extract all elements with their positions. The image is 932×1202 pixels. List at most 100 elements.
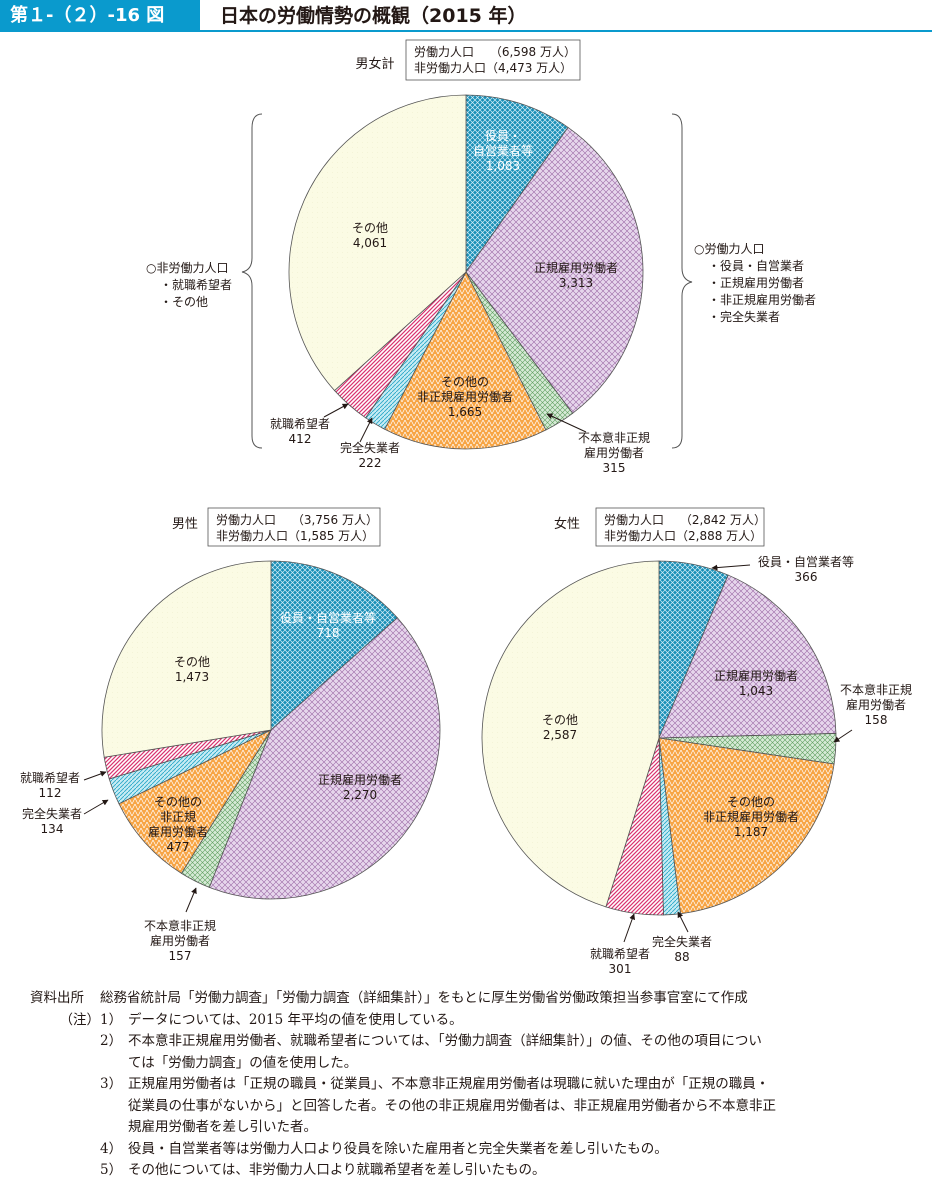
pie-charts: 男女計 労働力人口 （6,598 万人） 非労働力人口（4,473 万人） 役員・自営… xyxy=(20,39,912,976)
slice-value-label: 1,083 xyxy=(486,159,520,173)
label-arrow xyxy=(677,911,689,933)
chart-group-title: 男女計 xyxy=(355,56,394,72)
brace-right-heading: ○労働力人口 xyxy=(694,242,764,256)
note-label xyxy=(30,1053,100,1075)
slice-value-label: 112 xyxy=(39,786,62,800)
note-number xyxy=(100,1096,128,1118)
slice-value-label: 4,061 xyxy=(353,236,387,250)
note-number xyxy=(100,1053,128,1075)
label-arrow xyxy=(83,771,107,781)
note-line: 従業員の仕事がないから」と回答した者。その他の非正規雇用労働者は、非正規雇用労働… xyxy=(30,1096,910,1118)
annotations: ○非労働力人口・就職希望者・その他 ○労働力人口・役員・自営業者・正規雇用労働者・… xyxy=(146,113,816,449)
note-text: 規雇用労働者を差し引いた者。 xyxy=(128,1119,317,1135)
slice-name-label: 不本意非正規 xyxy=(578,430,650,445)
brace-left-heading: ○非労働力人口 xyxy=(146,261,228,275)
slice-value-label: 3,313 xyxy=(559,276,593,290)
figure-number: 第１-（２）-16 図 xyxy=(0,0,200,32)
note-line: 2） 不本意非正規雇用労働者、就職希望者については、「労働力調査（詳細集計）」の値… xyxy=(30,1031,910,1053)
label-arrow xyxy=(711,564,751,571)
left-brace xyxy=(241,113,263,449)
slice-name-label: 不本意非正規 xyxy=(144,918,216,933)
slice-name-label: 雇用労働者 xyxy=(148,824,208,839)
header-rule xyxy=(200,30,932,32)
slice-name-label: 非正規 xyxy=(160,809,196,824)
note-line: 規雇用労働者を差し引いた者。 xyxy=(30,1117,910,1139)
note-label xyxy=(30,1160,100,1182)
slice-name-label: その他 xyxy=(542,713,578,727)
pie-slice xyxy=(270,560,398,731)
note-label xyxy=(30,1031,100,1053)
brace-right-item: ・正規雇用労働者 xyxy=(708,275,804,290)
chart-group-title: 男性 xyxy=(172,517,198,532)
slice-name-label: 不本意非正規 xyxy=(840,682,912,697)
slice-value-label: 158 xyxy=(865,713,888,727)
slice-name-label: 正規雇用労働者 xyxy=(714,668,798,683)
pie-slice xyxy=(658,574,837,739)
brace-right-item: ・役員・自営業者 xyxy=(708,258,804,273)
slice-value-label: 134 xyxy=(41,822,64,836)
slice-name-label: その他の xyxy=(727,795,775,809)
pie-male: 男性 労働力人口 （3,756 万人） 非労働力人口（1,585 万人） 役員・自営業… xyxy=(20,507,441,963)
slice-value-label: 315 xyxy=(603,461,626,475)
pie-female: 女性 労働力人口 （2,842 万人） 非労働力人口（2,888 万人） 役員・自営業… xyxy=(481,507,912,976)
notes: 資料出所 総務省統計局「労働力調査」「労働力調査（詳細集計）」をもとに厚生労働省… xyxy=(30,988,910,1182)
note-number: 1） xyxy=(100,1011,123,1028)
slice-name-label: その他の xyxy=(441,375,489,389)
slice-value-label: 2,587 xyxy=(543,728,577,742)
note-text: 役員・自営業者等は労働力人口より役員を除いた雇用者と完全失業者を差し引いたもの。 xyxy=(128,1140,668,1157)
slice-name-label: その他の xyxy=(154,795,202,809)
population-line: 労働力人口 （3,756 万人） xyxy=(216,513,378,527)
slice-name-label: 役員・自営業者等 xyxy=(280,610,376,625)
pie-slice xyxy=(118,729,273,874)
pie-slice xyxy=(101,560,272,758)
slice-value-label: 1,665 xyxy=(448,405,482,419)
slice-value-label: 718 xyxy=(317,626,340,640)
label-arrow xyxy=(833,729,853,743)
population-box xyxy=(207,507,381,547)
note-line: （注） 1） データについては、2015 年平均の値を使用している。 xyxy=(30,1010,910,1032)
slice-name-label: 正規雇用労働者 xyxy=(318,772,402,787)
slice-name-label: 就職希望者 xyxy=(20,770,80,785)
pie-slice xyxy=(465,94,569,274)
population-line: 労働力人口 （2,842 万人） xyxy=(604,513,766,527)
brace-left-item: ・就職希望者 xyxy=(160,277,232,292)
note-line: 4） 役員・自営業者等は労働力人口より役員を除いた雇用者と完全失業者を差し引いたも… xyxy=(30,1139,910,1161)
slice-name-label: 雇用労働者 xyxy=(584,445,644,460)
label-arrow xyxy=(185,887,197,913)
note-label xyxy=(30,1096,100,1118)
pie-total: 男女計 労働力人口 （6,598 万人） 非労働力人口（4,473 万人） 役員・自営… xyxy=(270,39,650,475)
slice-value-label: 1,473 xyxy=(175,670,209,684)
pie-slice xyxy=(465,126,644,414)
brace-right-item: ・非正規雇用労働者 xyxy=(708,292,816,307)
population-box xyxy=(405,39,581,81)
slice-value-label: 2,270 xyxy=(343,788,377,802)
label-arrow xyxy=(323,403,349,418)
population-line: 非労働力人口（4,473 万人） xyxy=(414,61,572,75)
label-arrow xyxy=(359,417,373,443)
note-list: （注） 1） データについては、2015 年平均の値を使用している。 2） 不本意非正規… xyxy=(30,1010,910,1182)
note-label xyxy=(30,1074,100,1096)
slice-name-label: 雇用労働者 xyxy=(846,697,906,712)
pie-slice xyxy=(658,737,835,915)
population-line: 非労働力人口（1,585 万人） xyxy=(216,529,374,543)
slice-name-label: その他 xyxy=(174,655,210,669)
slice-name-label: 雇用労働者 xyxy=(150,933,210,948)
note-line: ては「労働力調査」の値を使用した。 xyxy=(30,1053,910,1075)
label-arrow xyxy=(83,799,109,815)
brace-left-item: ・その他 xyxy=(160,295,208,309)
note-text: その他については、非労働力人口より就職希望者を差し引いたもの。 xyxy=(128,1162,546,1178)
label-arrow xyxy=(623,913,636,943)
slice-name-label: 就職希望者 xyxy=(270,416,330,431)
note-line: 5） その他については、非労働力人口より就職希望者を差し引いたもの。 xyxy=(30,1160,910,1182)
note-text: 従業員の仕事がないから」と回答した者。その他の非正規雇用労働者は、非正規雇用労働… xyxy=(128,1097,776,1114)
slice-value-label: 157 xyxy=(169,949,192,963)
slice-value-label: 1,187 xyxy=(734,825,768,839)
slice-value-label: 412 xyxy=(289,432,312,446)
population-box xyxy=(595,507,765,547)
slice-value-label: 222 xyxy=(359,456,382,470)
note-number: 5） xyxy=(100,1162,123,1178)
pie-slice xyxy=(208,617,441,900)
slice-value-label: 88 xyxy=(674,950,689,964)
note-number xyxy=(100,1117,128,1139)
note-label: （注） xyxy=(59,1011,101,1028)
